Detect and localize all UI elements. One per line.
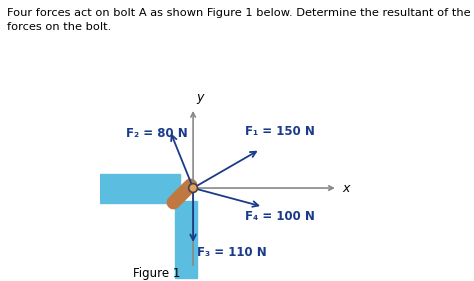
Bar bbox=[175, 201, 197, 278]
Text: F₂ = 80 N: F₂ = 80 N bbox=[126, 127, 188, 140]
Text: x: x bbox=[342, 182, 349, 194]
Text: F₁ = 150 N: F₁ = 150 N bbox=[245, 125, 315, 138]
Text: F₃ = 110 N: F₃ = 110 N bbox=[197, 246, 267, 259]
Text: Figure 1: Figure 1 bbox=[133, 267, 180, 280]
Text: Four forces act on bolt A as shown Figure 1 below. Determine the resultant of th: Four forces act on bolt A as shown Figur… bbox=[7, 8, 471, 32]
Text: F₄ = 100 N: F₄ = 100 N bbox=[245, 210, 315, 223]
Text: y: y bbox=[196, 91, 203, 104]
Circle shape bbox=[189, 184, 198, 192]
Bar bbox=[95, 174, 180, 203]
